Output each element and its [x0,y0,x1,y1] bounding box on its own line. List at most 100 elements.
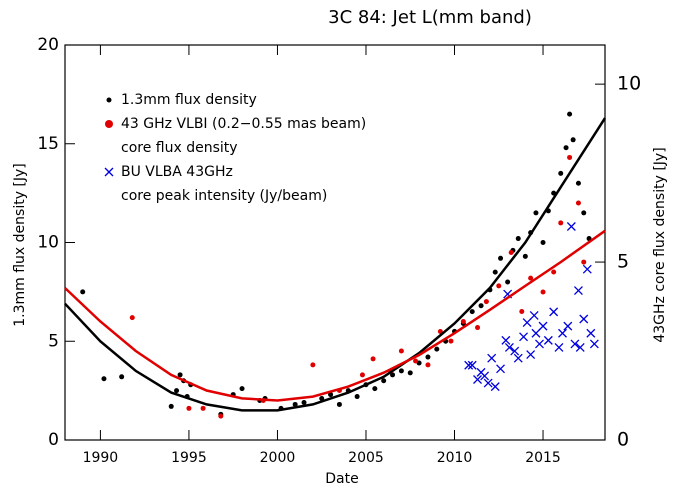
cross-point [496,364,506,374]
data-point [567,154,573,160]
legend-dot [106,97,112,103]
legend-label: BU VLBA 43GHz core peak intensity (Jy/be… [121,164,328,204]
legend-item: 1.3mm flux density [103,88,366,112]
cross-point [573,286,583,296]
cross-stroke [538,321,548,331]
data-point [301,399,307,405]
cross-point [483,378,493,388]
cross-point [563,321,573,331]
cross-point [526,350,536,360]
data-point [540,289,546,295]
data-point [239,386,245,392]
data-point [354,394,360,400]
cross-point [554,343,564,352]
legend-item: 43 GHz VLBI (0.2−0.55 mas beam) core flu… [103,112,366,160]
data-point [492,269,498,275]
chart-title: 3C 84: Jet L(mm band) [328,7,532,28]
cross-point [473,375,482,384]
cross-stroke [522,318,532,328]
legend-symbol [103,160,115,184]
cross-stroke [570,339,580,349]
data-point [336,401,342,407]
x-tick-label: 2015 [525,450,561,466]
data-point [328,392,334,398]
cross-stroke [473,375,482,384]
y-axis-label: 1.3mm flux density [Jy] [12,163,28,327]
cross-stroke [487,353,497,363]
cross-stroke [563,321,573,331]
data-point [533,210,539,216]
data-point [448,338,454,344]
cross-point [589,339,599,349]
data-point [310,362,316,368]
cross-stroke [535,339,544,349]
cross-stroke [575,343,585,352]
cross-point [535,339,544,349]
data-point [528,275,534,281]
data-point [434,346,440,352]
cross-point [464,360,474,370]
cross-point [582,264,592,274]
cross-point [586,328,596,338]
cross-stroke [531,328,541,338]
data-point [519,309,525,315]
cross-stroke [490,382,500,392]
cross-stroke [501,335,511,345]
cross-stroke [480,371,490,381]
data-point [498,255,504,261]
y2-tick-label: 5 [617,251,629,273]
cross-stroke [529,310,539,320]
fit-curve [64,229,606,402]
data-point [558,220,564,226]
data-point [522,253,528,259]
data-point [80,289,86,295]
cross-point [522,318,532,328]
cross-point [549,307,559,317]
cross-point [529,310,539,320]
y-tick-label: 20 [37,35,59,55]
legend-label: 1.3mm flux density [121,92,257,108]
x-axis-label: Date [325,471,358,487]
data-point [413,358,419,364]
cross-point [513,353,523,363]
y-tick-label: 0 [48,430,59,450]
data-point [174,388,180,394]
cross-stroke [513,353,523,363]
cross-stroke [526,350,536,360]
data-point [475,325,481,331]
data-point [129,315,135,321]
data-point [567,111,573,117]
cross-point [490,382,500,392]
data-point [372,386,378,392]
legend-cross [104,167,114,177]
x-tick-label: 2005 [348,450,384,466]
legend-label: 43 GHz VLBI (0.2−0.55 mas beam) core flu… [121,116,367,156]
cross-point [501,335,511,345]
y2-tick-label: 0 [617,429,629,451]
data-point [483,299,489,305]
x-tick-label: 1990 [83,450,119,466]
data-point [398,348,404,354]
cross-stroke [467,360,477,370]
data-point [370,356,376,362]
cross-point [519,332,529,342]
y-tick-label: 15 [37,134,59,154]
cross-point [543,335,553,345]
data-point [168,403,174,409]
cross-point [579,314,589,324]
cross-point [531,328,541,338]
cross-stroke [504,343,514,352]
data-point [558,170,564,176]
legend-item: BU VLBA 43GHz core peak intensity (Jy/be… [103,160,366,208]
data-point [186,405,192,411]
data-point [505,279,511,285]
data-point [478,303,484,309]
data-point [460,319,466,324]
cross-stroke [573,286,583,296]
data-point [540,240,546,245]
cross-stroke [549,307,559,317]
cross-stroke [543,335,553,345]
cross-stroke [510,346,520,356]
